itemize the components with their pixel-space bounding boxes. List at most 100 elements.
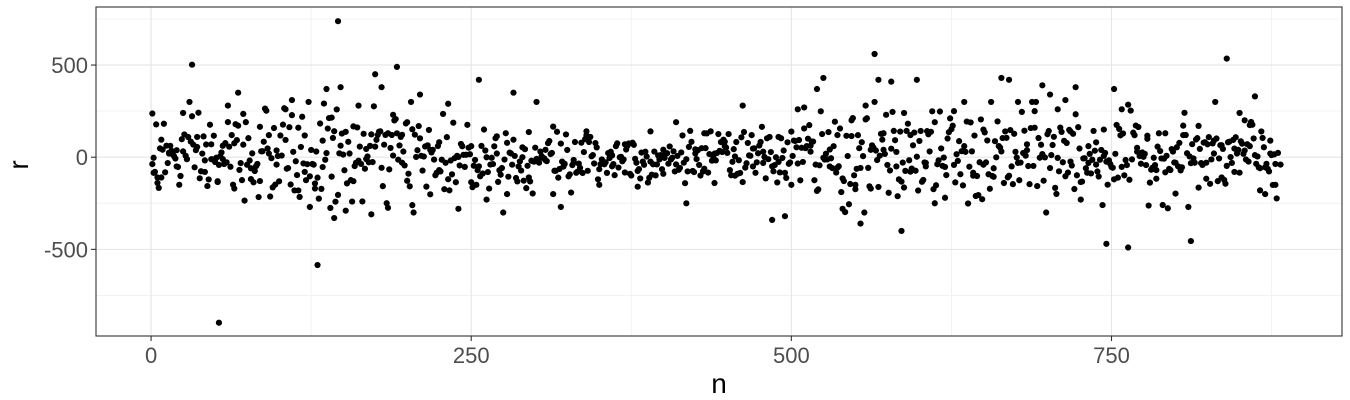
data-point <box>859 153 867 160</box>
data-point <box>441 186 448 193</box>
data-point <box>881 150 888 158</box>
data-point <box>738 134 745 141</box>
data-point <box>757 138 764 146</box>
data-point <box>1104 181 1111 188</box>
data-point <box>1246 143 1253 150</box>
data-point <box>179 109 187 117</box>
data-point <box>172 155 179 162</box>
data-point <box>596 181 603 188</box>
data-point <box>903 127 910 135</box>
data-point <box>393 63 401 71</box>
data-point <box>404 177 411 184</box>
data-point <box>384 204 392 211</box>
data-point <box>1023 147 1031 154</box>
data-point <box>797 177 804 184</box>
data-point <box>957 171 964 178</box>
x-tick-label: 0 <box>145 343 157 368</box>
data-point <box>1208 156 1215 163</box>
data-point <box>424 142 431 149</box>
data-point <box>400 148 407 155</box>
data-point <box>954 157 961 164</box>
data-point <box>1110 85 1118 93</box>
data-point <box>615 164 622 171</box>
data-point <box>806 122 813 129</box>
data-point <box>906 157 913 164</box>
data-point <box>719 148 726 156</box>
data-point <box>938 145 945 152</box>
data-point <box>1068 162 1075 169</box>
data-point <box>944 135 951 142</box>
data-point <box>342 128 349 135</box>
data-point <box>331 214 338 222</box>
data-point <box>739 102 746 109</box>
data-point <box>178 136 185 143</box>
data-point <box>1128 156 1136 163</box>
data-point <box>611 172 618 179</box>
data-point <box>1159 201 1166 209</box>
data-point <box>913 153 920 160</box>
data-point <box>1164 205 1171 212</box>
data-point <box>1235 146 1242 153</box>
data-point <box>241 197 248 204</box>
data-point <box>1203 175 1210 182</box>
data-point <box>277 132 284 139</box>
data-point <box>419 167 426 174</box>
data-point <box>366 142 374 149</box>
x-axis-title: n <box>711 368 727 399</box>
data-point <box>259 148 266 155</box>
data-point <box>445 100 452 107</box>
data-point <box>847 180 854 188</box>
data-point <box>852 181 859 188</box>
data-point <box>288 112 296 119</box>
y-tick-label: 0 <box>76 145 88 170</box>
data-point <box>500 209 507 216</box>
data-point <box>1176 139 1183 146</box>
data-point <box>267 193 274 200</box>
data-point <box>332 198 339 205</box>
data-point <box>1195 122 1202 129</box>
data-point <box>204 182 211 190</box>
data-point <box>898 178 905 185</box>
data-point <box>256 123 264 130</box>
data-point <box>450 119 457 126</box>
data-point <box>684 168 691 175</box>
data-point <box>548 149 555 157</box>
data-point <box>386 166 393 173</box>
data-point <box>760 148 767 155</box>
data-point <box>875 183 882 191</box>
data-point <box>907 131 914 139</box>
data-point <box>760 159 767 166</box>
data-point <box>1037 141 1045 148</box>
data-point <box>1162 130 1169 137</box>
data-point <box>311 185 319 192</box>
data-point <box>448 171 456 178</box>
data-point <box>491 143 498 150</box>
data-point <box>831 118 838 125</box>
data-point <box>176 181 183 188</box>
data-point <box>743 160 750 167</box>
data-point <box>1012 148 1019 155</box>
data-point <box>524 162 531 169</box>
data-point <box>173 147 180 154</box>
data-point <box>264 145 271 152</box>
data-point <box>998 148 1005 155</box>
data-point <box>529 190 536 197</box>
data-point <box>314 261 321 269</box>
x-tick-label: 250 <box>453 343 490 368</box>
data-point <box>1163 152 1170 159</box>
data-point <box>478 142 485 150</box>
data-point <box>329 134 337 142</box>
data-point <box>594 176 602 183</box>
data-point <box>1099 201 1106 209</box>
data-point <box>950 108 958 115</box>
data-point <box>701 165 708 172</box>
data-point <box>851 172 858 179</box>
data-point <box>880 130 887 137</box>
data-point <box>525 174 532 181</box>
data-point <box>839 205 846 212</box>
data-point <box>1008 163 1015 170</box>
data-point <box>373 136 380 143</box>
data-point <box>856 145 863 152</box>
data-point <box>543 158 550 165</box>
data-point <box>379 183 386 190</box>
